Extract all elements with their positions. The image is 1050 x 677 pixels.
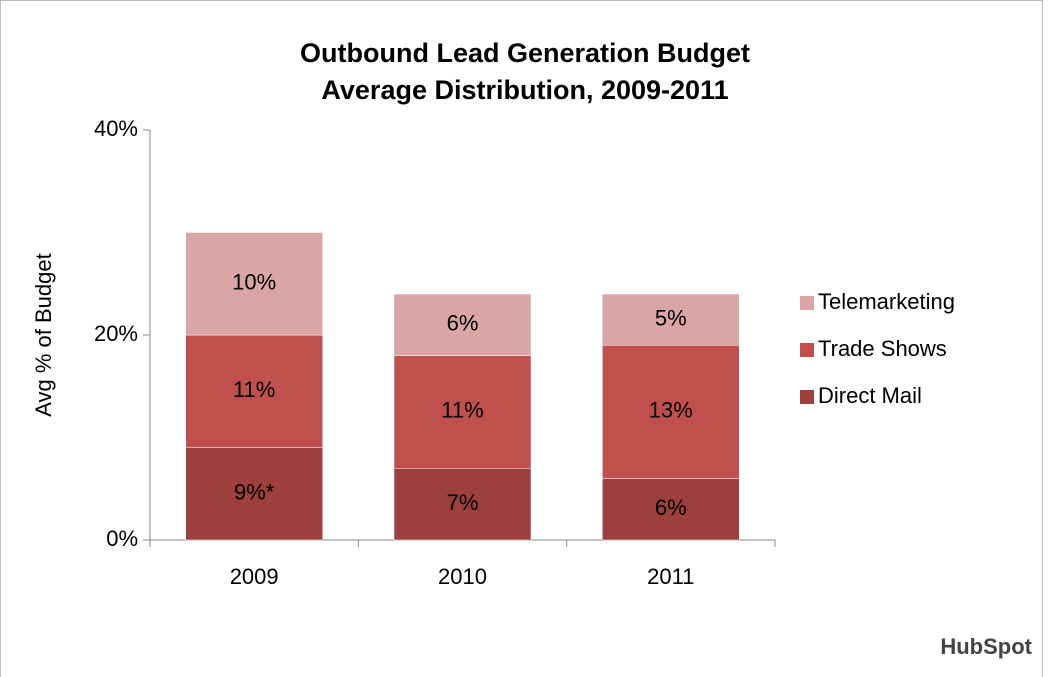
bar-segment <box>393 468 532 541</box>
y-axis-label: Avg % of Budget <box>31 253 56 417</box>
data-label: 11% <box>441 398 483 423</box>
y-tick-label: 40% <box>94 116 138 141</box>
bar-segment <box>602 345 740 479</box>
legend-label: Trade Shows <box>818 336 947 361</box>
x-tick-label: 2011 <box>647 564 694 589</box>
data-label: 6% <box>655 495 687 520</box>
y-tick-label: 0% <box>106 526 138 551</box>
chart-subtitle: Average Distribution, 2009-2011 <box>321 75 728 105</box>
legend-swatch <box>800 390 814 404</box>
data-label: 5% <box>655 305 687 330</box>
chart-title: Outbound Lead Generation Budget <box>300 38 750 68</box>
data-label: 6% <box>447 311 479 336</box>
bar-segment <box>602 478 740 541</box>
legend-swatch <box>800 343 814 357</box>
data-label: 10% <box>232 270 276 295</box>
y-tick-label: 20% <box>94 321 138 346</box>
legend-label: Direct Mail <box>818 383 922 408</box>
bar-segment <box>393 355 532 469</box>
bar-segment <box>602 293 740 346</box>
legend-swatch <box>800 296 814 310</box>
data-label: 11% <box>233 377 275 402</box>
x-tick-label: 2009 <box>230 564 279 589</box>
data-label: 9%* <box>234 480 275 505</box>
bar-segment <box>185 334 323 448</box>
bar-segment <box>185 232 323 336</box>
data-label: 13% <box>649 398 693 423</box>
logo: HubSpot <box>940 634 1032 659</box>
data-label: 7% <box>447 490 479 515</box>
bar-segment <box>393 293 532 356</box>
legend-label: Telemarketing <box>818 289 955 314</box>
x-tick-label: 2010 <box>438 564 487 589</box>
